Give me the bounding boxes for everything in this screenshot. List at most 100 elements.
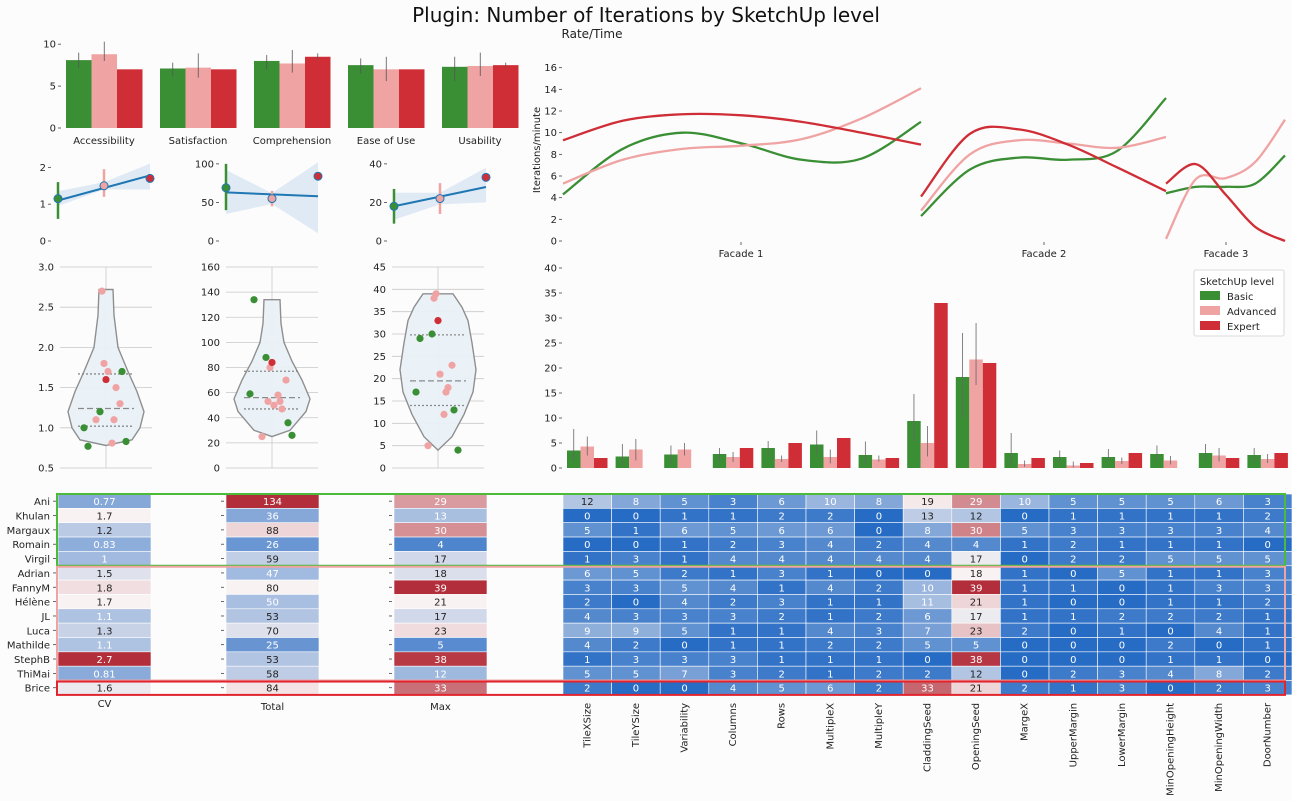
- heatmap-param-value: 5: [1216, 555, 1222, 566]
- violin-point-advanced: [116, 400, 124, 408]
- ratings-y-tick-label: 10: [43, 40, 56, 51]
- heatmap-param-value: 19: [921, 497, 934, 508]
- heatmap-param-value: 11: [921, 598, 934, 609]
- violin2-tick-label: 30: [373, 330, 386, 341]
- legend-box: [1193, 269, 1285, 337]
- heatmap-param-value: 5: [681, 583, 687, 594]
- heatmap-param-value: 1: [681, 555, 687, 566]
- violin1-tick-label: 120: [201, 313, 220, 324]
- heatmap-max-value: 12: [434, 669, 447, 680]
- heatmap-max-value: 23: [434, 626, 447, 637]
- heatmap-param-value: 0: [1070, 598, 1076, 609]
- heatmap-param-value: 4: [681, 598, 687, 609]
- heatmap-param-value: 2: [730, 598, 736, 609]
- heatmap-param-value: 0: [1119, 598, 1125, 609]
- heatmap-param-value: 5: [1265, 555, 1271, 566]
- param-y-tick-label: 10: [544, 414, 557, 425]
- reg0-y-tick-label: 1: [40, 200, 46, 211]
- heatmap-param-value: 3: [779, 540, 785, 551]
- param-y-tick-label: 5: [551, 439, 557, 450]
- heatmap-param-value: 12: [581, 497, 594, 508]
- heatmap-param-value: 1: [1022, 569, 1028, 580]
- ratings-category-label: Ease of Use: [357, 136, 416, 147]
- rate-line-basic: [562, 120, 922, 196]
- ratings-bar-advanced: [279, 63, 305, 128]
- ratings-bar-advanced: [467, 65, 493, 128]
- violin-point-expert: [268, 358, 276, 367]
- param-bar-advanced: [1115, 461, 1129, 468]
- rate-y-tick-label: 8: [551, 150, 557, 161]
- heatmap-param-value: 3: [633, 612, 639, 623]
- rate-line-advanced: [562, 87, 922, 185]
- heatmap-param-value: 5: [681, 626, 687, 637]
- violin2-tick-label: 20: [373, 374, 386, 385]
- figure-title: Plugin: Number of Iterations by SketchUp…: [412, 3, 880, 27]
- heatmap-param-value: 13: [921, 512, 934, 523]
- heatmap-param-value: 1: [1265, 641, 1271, 652]
- rate-line-basic: [920, 97, 1167, 217]
- violin-point-advanced: [442, 388, 450, 396]
- violin1-tick-label: 160: [201, 263, 220, 274]
- ratings-category-label: Comprehension: [253, 136, 332, 147]
- heatmap-max-value: 33: [434, 684, 447, 695]
- heatmap-param-value: 1: [876, 598, 882, 609]
- heatmap-param-value: 0: [681, 641, 687, 652]
- ratings-bar-expert: [211, 69, 237, 128]
- heatmap-param-value: 0: [876, 526, 882, 537]
- violin-point-advanced: [98, 287, 106, 295]
- reg1-y-tick-label: 50: [201, 198, 214, 209]
- heatmap-cv-value: 1.1: [97, 641, 113, 652]
- heatmap-summary-column-label: Max: [430, 702, 451, 713]
- param-bar-expert: [1031, 458, 1045, 468]
- heatmap-total-value: 50: [266, 598, 279, 609]
- heatmap-param-value: 2: [1265, 512, 1271, 523]
- heatmap-param-value: 1: [633, 526, 639, 537]
- heatmap-param-value: 0: [1022, 669, 1028, 680]
- heatmap-param-value: 21: [970, 598, 983, 609]
- rate-y-tick-label: 0: [551, 237, 557, 248]
- heatmap-param-value: 2: [1167, 612, 1173, 623]
- heatmap-param-value: 4: [730, 555, 736, 566]
- heatmap-total-value: 80: [266, 583, 279, 594]
- heatmap-param-value: 3: [633, 655, 639, 666]
- heatmap-summary-column-label: Total: [260, 702, 284, 713]
- param-bar-expert: [885, 458, 900, 468]
- param-y-tick-label: 20: [544, 364, 557, 375]
- heatmap-row-label: Adrian: [18, 569, 50, 580]
- heatmap-param-value: 2: [681, 569, 687, 580]
- violin2-tick-label: 25: [373, 352, 386, 363]
- heatmap-param-value: 1: [1022, 540, 1028, 551]
- legend-swatch-expert: [1200, 321, 1220, 330]
- param-bar-expert: [934, 303, 948, 468]
- violin-point-basic: [288, 431, 296, 439]
- heatmap-param-value: 0: [1070, 626, 1076, 637]
- violin2-tick-label: 15: [373, 397, 386, 408]
- ratings-bar-basic: [348, 65, 374, 128]
- param-bar-advanced: [677, 449, 692, 468]
- heatmap-max-value: 30: [434, 526, 447, 537]
- heatmap-param-value: 5: [1022, 526, 1028, 537]
- ratings-y-tick-label: 5: [50, 82, 56, 93]
- heatmap-param-value: 4: [730, 684, 736, 695]
- heatmap-max-value: 13: [434, 512, 447, 523]
- heatmap-param-value: 4: [827, 540, 833, 551]
- heatmap-cv-value: 1: [101, 555, 107, 566]
- reg1-y-tick-label: 0: [208, 237, 214, 248]
- heatmap-param-value: 2: [1022, 626, 1028, 637]
- heatmap-param-value: 0: [584, 512, 590, 523]
- heatmap-param-value: 2: [1216, 684, 1222, 695]
- heatmap-row-label: Hélène: [15, 597, 50, 609]
- heatmap-param-value: 1: [681, 540, 687, 551]
- reg-point-advanced: [267, 194, 277, 204]
- heatmap-param-value: 4: [924, 540, 930, 551]
- heatmap-total-value: 53: [266, 655, 279, 666]
- heatmap-param-value: 1: [584, 655, 590, 666]
- heatmap-param-value: 3: [779, 569, 785, 580]
- heatmap-row-label: Brice: [25, 684, 50, 695]
- violin-point-advanced: [258, 432, 266, 441]
- heatmap-param-value: 39: [970, 583, 983, 594]
- violin-point-advanced: [278, 405, 286, 413]
- heatmap-param-value: 3: [730, 612, 736, 623]
- heatmap-param-value: 0: [1265, 655, 1271, 666]
- heatmap-param-value: 6: [779, 497, 785, 508]
